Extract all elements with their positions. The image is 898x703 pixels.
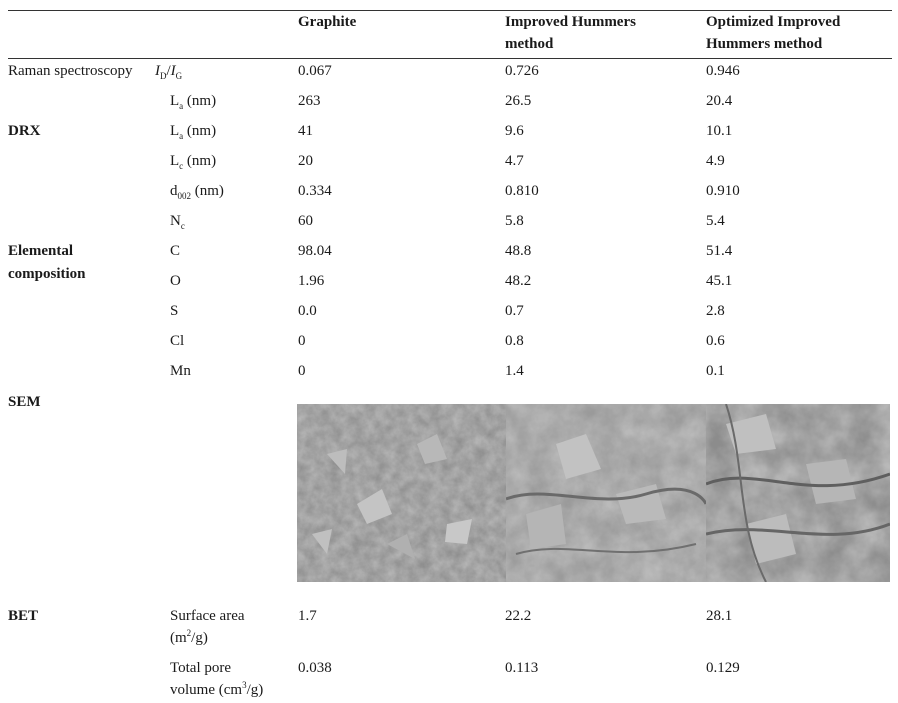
value-cell: 0.334 [298, 183, 332, 199]
sem-image-optimized-hummers [706, 404, 890, 582]
value-cell: 0.113 [505, 660, 539, 676]
value-cell: 20.4 [706, 93, 733, 109]
top-rule [8, 10, 892, 11]
value-cell: 1.7 [298, 608, 317, 624]
label-surface-area-line1: Surface area [170, 608, 245, 624]
value-cell: 48.8 [505, 243, 532, 259]
value-cell: 0.1 [706, 363, 725, 379]
value-cell: 5.4 [706, 213, 725, 229]
value-cell: 22.2 [505, 608, 532, 624]
group-drx: DRX [8, 123, 41, 139]
label-chlorine: Cl [170, 333, 185, 349]
value-cell: 0.0 [298, 303, 317, 319]
value-cell: 0.726 [505, 63, 539, 79]
value-cell: 0.910 [706, 183, 740, 199]
value-cell: 0 [298, 363, 306, 379]
value-cell: 0.129 [706, 660, 740, 676]
value-cell: 20 [298, 153, 313, 169]
value-cell: 1.96 [298, 273, 325, 289]
label-pore-volume-line1: Total pore [170, 660, 232, 676]
label-surface-area-line2: (m2/g) [170, 628, 208, 647]
label-id-ig-ratio: ID/IG [155, 63, 183, 81]
value-cell: 0.810 [505, 183, 539, 199]
value-cell: 10.1 [706, 123, 733, 139]
group-elemental-line1: Elemental [8, 243, 73, 259]
value-cell: 9.6 [505, 123, 524, 139]
value-cell: 98.04 [298, 243, 332, 259]
label-manganese: Mn [170, 363, 191, 379]
label-la-drx: La (nm) [170, 123, 217, 141]
sem-image-graphite [297, 404, 506, 582]
header-rule [8, 58, 892, 59]
value-cell: 51.4 [706, 243, 733, 259]
label-sulfur: S [170, 303, 179, 319]
value-cell: 48.2 [505, 273, 532, 289]
value-cell: 26.5 [505, 93, 532, 109]
value-cell: 60 [298, 213, 313, 229]
value-cell: 263 [298, 93, 321, 109]
value-cell: 5.8 [505, 213, 524, 229]
group-elemental-line2: composition [8, 266, 86, 282]
label-d002: d002 (nm) [170, 183, 224, 201]
value-cell: 28.1 [706, 608, 733, 624]
value-cell: 0.038 [298, 660, 332, 676]
value-cell: 2.8 [706, 303, 725, 319]
value-cell: 0.7 [505, 303, 524, 319]
header-optimized-line1: Optimized Improved [706, 14, 841, 30]
header-optimized-line2: Hummers method [706, 36, 823, 52]
value-cell: 4.9 [706, 153, 725, 169]
label-carbon: C [170, 243, 181, 259]
value-cell: 41 [298, 123, 313, 139]
label-la-raman: La (nm) [170, 93, 217, 111]
group-sem: SEM [8, 394, 41, 410]
group-bet: BET [8, 608, 39, 624]
value-cell: 4.7 [505, 153, 524, 169]
value-cell: 45.1 [706, 273, 733, 289]
group-raman: Raman spectroscopy [8, 63, 133, 79]
label-nc: Nc [170, 213, 185, 231]
value-cell: 0.946 [706, 63, 740, 79]
header-improved-hummers-line1: Improved Hummers [505, 14, 636, 30]
label-pore-volume-line2: volume (cm3/g) [170, 680, 264, 699]
label-oxygen: O [170, 273, 181, 289]
value-cell: 0.6 [706, 333, 725, 349]
label-lc: Lc (nm) [170, 153, 217, 171]
header-graphite: Graphite [298, 14, 357, 30]
value-cell: 0 [298, 333, 306, 349]
sem-image-improved-hummers [506, 404, 706, 582]
value-cell: 0.8 [505, 333, 524, 349]
value-cell: 0.067 [298, 63, 332, 79]
header-improved-hummers-line2: method [505, 36, 554, 52]
value-cell: 1.4 [505, 363, 524, 379]
